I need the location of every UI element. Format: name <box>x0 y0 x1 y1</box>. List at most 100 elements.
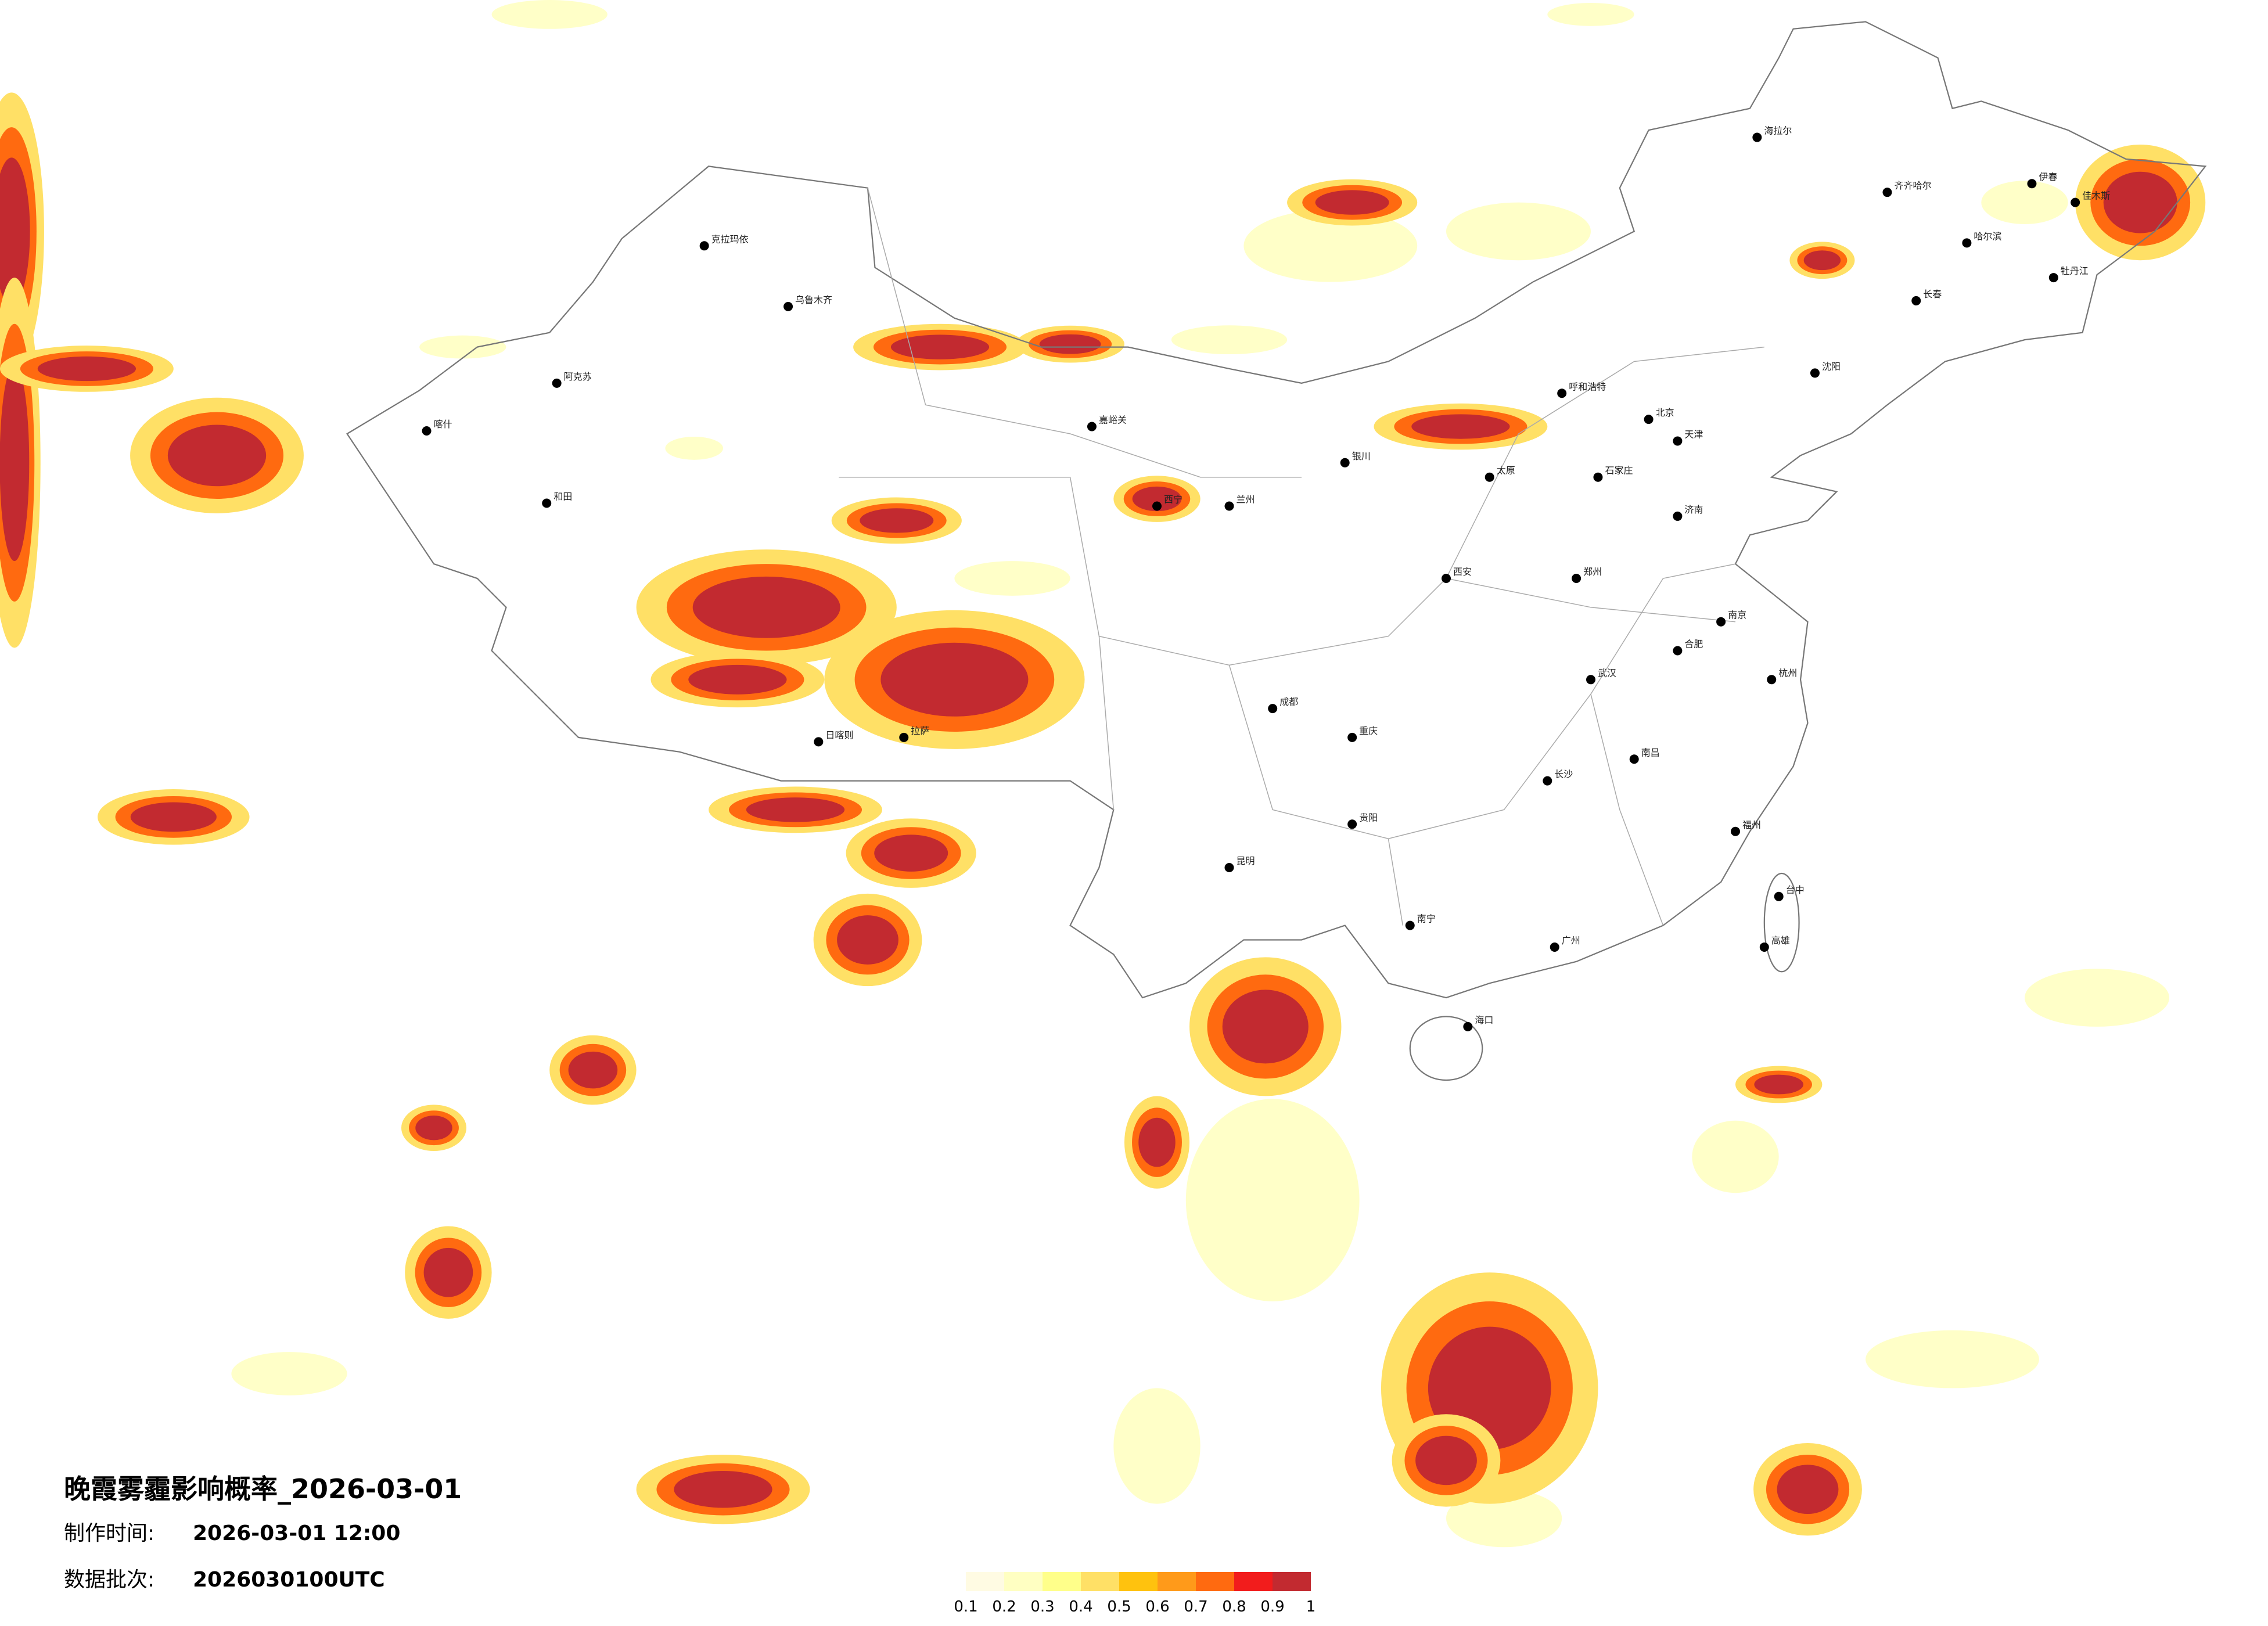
city-label: 喀什 <box>434 419 452 430</box>
city-dot <box>1463 1021 1473 1031</box>
probability-core <box>1411 414 1510 439</box>
map-title: 晚霞雾霾影响概率_2026-03-01 <box>64 1473 462 1505</box>
probability-core <box>874 834 948 872</box>
probability-core <box>37 356 136 382</box>
city-label: 西安 <box>1453 566 1472 577</box>
legend-swatch <box>1196 1572 1234 1591</box>
legend-tick-label: 0.8 <box>1222 1598 1246 1616</box>
city-label: 高雄 <box>1771 935 1790 946</box>
legend-tick-label: 0.5 <box>1107 1598 1131 1616</box>
province-lines <box>839 188 1764 926</box>
legend-tick-label: 1 <box>1306 1598 1316 1616</box>
city-dot <box>1882 188 1892 197</box>
probability-core <box>746 797 845 822</box>
city-dot <box>1673 436 1683 446</box>
city-dot <box>2071 197 2080 207</box>
city-dot <box>1752 132 1762 142</box>
city-dot <box>2048 273 2058 283</box>
low-probability-area <box>1113 1388 1201 1504</box>
border <box>346 21 2207 1081</box>
low-probability-area <box>1981 181 2068 224</box>
city-dot <box>542 498 552 508</box>
city-dot <box>1550 942 1559 952</box>
city-label: 杭州 <box>1778 667 1797 678</box>
city-label: 西宁 <box>1164 494 1182 505</box>
city-label: 乌鲁木齐 <box>795 294 832 305</box>
city-label: 拉萨 <box>911 725 929 736</box>
city-label: 石家庄 <box>1605 465 1633 476</box>
city-label: 伊春 <box>2039 171 2057 182</box>
city-dot <box>1224 501 1234 511</box>
probability-core <box>2103 171 2177 233</box>
city-label: 合肥 <box>1684 639 1703 650</box>
city-dot <box>1644 415 1654 425</box>
city-label: 海口 <box>1475 1015 1493 1026</box>
city-label: 呼和浩特 <box>1569 381 1606 392</box>
probability-core <box>1754 1074 1804 1095</box>
probability-core <box>688 664 787 695</box>
city-label: 沈阳 <box>1822 361 1841 372</box>
low-probability-area <box>1547 2 1634 26</box>
city-label: 南宁 <box>1417 913 1436 924</box>
probability-core <box>860 508 934 533</box>
legend-swatch <box>1081 1572 1119 1591</box>
probability-core <box>0 157 30 305</box>
city-label: 重庆 <box>1359 725 1378 736</box>
probability-core <box>1138 1117 1176 1167</box>
city-label: 兰州 <box>1237 494 1255 505</box>
probability-field <box>0 0 2206 1548</box>
probability-core <box>880 642 1029 717</box>
city-dot <box>1673 646 1683 656</box>
city-label: 北京 <box>1656 407 1674 418</box>
legend-tick-label: 0.3 <box>1030 1598 1054 1616</box>
probability-core <box>1222 990 1309 1064</box>
legend-swatch <box>1004 1572 1043 1591</box>
low-probability-area <box>954 561 1070 596</box>
probability-core <box>1315 190 1389 215</box>
legend-tick-label: 0.9 <box>1260 1598 1284 1616</box>
city-label: 银川 <box>1352 451 1371 462</box>
city-dot <box>1485 472 1494 482</box>
low-probability-area <box>491 0 608 29</box>
city-label: 牡丹江 <box>2061 265 2089 276</box>
city-dot <box>1629 754 1639 764</box>
city-label: 佳木斯 <box>2082 190 2110 202</box>
city-dot <box>552 378 562 388</box>
legend-tick-label: 0.1 <box>954 1598 977 1616</box>
low-probability-area <box>1171 325 1288 355</box>
city-label: 和田 <box>553 491 572 502</box>
city-dot <box>1593 472 1603 482</box>
probability-core <box>1777 1465 1839 1515</box>
city-dot <box>1759 942 1769 952</box>
city-dot <box>1152 501 1162 511</box>
city-label: 海拉尔 <box>1764 125 1792 136</box>
probability-core <box>1132 486 1182 512</box>
city-label: 日喀则 <box>825 729 853 740</box>
city-dot <box>1224 863 1234 872</box>
city-label: 台中 <box>1786 884 1805 895</box>
city-label: 南京 <box>1728 610 1746 621</box>
city-dot <box>2027 179 2037 189</box>
probability-core <box>423 1247 473 1297</box>
city-dot <box>1767 675 1777 685</box>
probability-core <box>1039 334 1101 354</box>
city-label: 天津 <box>1684 429 1703 440</box>
low-probability-area <box>231 1352 347 1395</box>
city-label: 太原 <box>1497 465 1515 476</box>
probability-core <box>837 915 898 965</box>
legend-swatch <box>1119 1572 1158 1591</box>
low-probability-area <box>1866 1330 2039 1388</box>
legend-tick-label: 0.4 <box>1069 1598 1092 1616</box>
probability-core <box>130 802 217 832</box>
batch-label: 数据批次: <box>64 1568 154 1592</box>
probability-core <box>0 364 30 562</box>
legend: 0.1 0.2 0.3 0.4 0.5 0.6 0.7 0.8 0.9 1 <box>954 1572 1315 1616</box>
city-label: 福州 <box>1742 819 1761 830</box>
low-probability-area <box>1243 210 1418 282</box>
city-dot <box>1442 574 1451 583</box>
made-time-label: 制作时间: <box>64 1521 154 1545</box>
city-dot <box>422 426 432 436</box>
city-label: 贵阳 <box>1359 812 1378 823</box>
